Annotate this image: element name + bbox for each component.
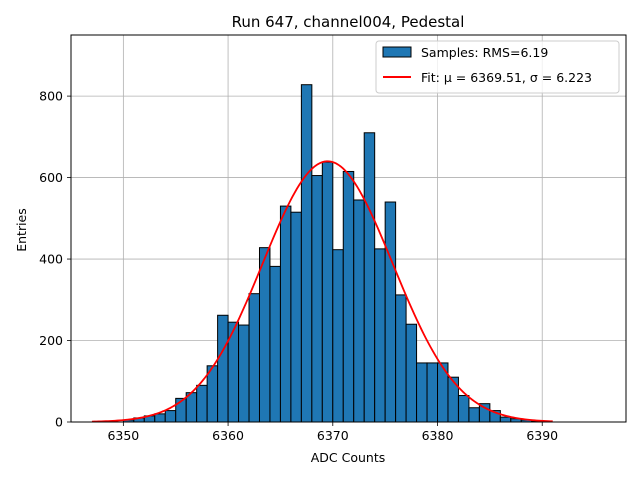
histogram-bar: [196, 384, 208, 423]
legend-histogram-swatch: [382, 46, 412, 58]
fit-curve-group: [91, 160, 553, 423]
y-axis-label: Entries: [14, 208, 29, 252]
histogram-bar: [395, 294, 407, 423]
x-tick-label: 6360: [212, 428, 244, 443]
chart-title: Run 647, channel004, Pedestal: [232, 13, 465, 31]
histogram-bar: [426, 362, 439, 423]
x-tick-label: 6390: [526, 428, 558, 443]
histogram-bar: [384, 201, 397, 423]
histogram-bar: [416, 362, 428, 423]
histogram-bar: [363, 132, 376, 423]
histogram-bar: [374, 248, 386, 423]
histogram-bars: [122, 84, 543, 423]
histogram-bar: [468, 407, 480, 423]
plot-frame: [70, 34, 627, 423]
legend-box: [375, 40, 620, 94]
histogram-bar: [342, 170, 355, 423]
histogram-bar: [321, 161, 334, 423]
histogram-bar: [457, 395, 470, 423]
histogram-bar: [290, 211, 302, 423]
y-tick-label: 200: [39, 333, 63, 348]
histogram-bar: [258, 247, 271, 423]
histogram-bar: [279, 205, 292, 423]
legend: Samples: RMS=6.19 Fit: μ = 6369.51, σ = …: [375, 40, 620, 94]
histogram-bar: [300, 84, 313, 423]
histogram-bar: [447, 376, 459, 423]
y-axis-ticks: 0 200 400 600 800: [39, 89, 71, 430]
legend-fit-label: Fit: μ = 6369.51, σ = 6.223: [421, 70, 592, 85]
fit-curve: [91, 160, 553, 423]
histogram-bar: [238, 324, 250, 423]
x-tick-label: 6370: [317, 428, 349, 443]
y-tick-label: 0: [55, 415, 63, 430]
histogram-bar: [154, 413, 166, 423]
x-axis-ticks: 6350 6360 6370 6380 6390: [107, 422, 558, 443]
y-tick-label: 600: [39, 170, 63, 185]
y-tick-label: 400: [39, 252, 63, 267]
histogram-bar: [164, 410, 177, 423]
histogram-bar: [405, 323, 418, 423]
x-axis-label: ADC Counts: [311, 450, 386, 465]
histogram-bar: [311, 175, 323, 423]
histogram-bar: [217, 314, 229, 423]
histogram-bar: [353, 199, 365, 423]
y-tick-label: 800: [39, 89, 63, 104]
histogram-bar: [269, 265, 281, 423]
histogram-bar: [499, 416, 512, 423]
histogram-bar: [248, 293, 260, 423]
histogram-bar: [332, 249, 344, 423]
x-tick-label: 6380: [422, 428, 454, 443]
legend-histogram-label: Samples: RMS=6.19: [421, 45, 548, 60]
x-tick-label: 6350: [107, 428, 139, 443]
